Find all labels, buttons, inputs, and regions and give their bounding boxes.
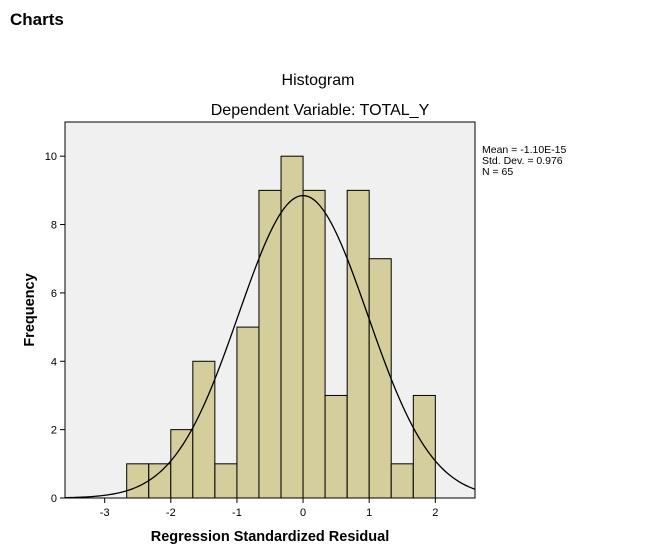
- histogram-bar-5: [236, 326, 260, 499]
- chart-title: Histogram: [282, 72, 355, 89]
- histogram-bar-3: [192, 360, 216, 499]
- histogram-bar-1: [148, 463, 172, 499]
- stats-std-dev: Std. Dev. = 0.976: [482, 155, 563, 167]
- stats-n: N = 65: [482, 166, 513, 178]
- x-tick-label: -1: [232, 507, 242, 519]
- histogram-bar-10: [346, 189, 370, 499]
- histogram-bar-4: [214, 463, 238, 499]
- bars-layer: [126, 155, 436, 499]
- histogram-bar-6: [258, 189, 282, 499]
- x-tick-label: 0: [300, 507, 306, 519]
- x-tick-label: 1: [366, 507, 372, 519]
- histogram-bar-11: [368, 258, 392, 499]
- stats-mean: Mean = -1.10E-15: [482, 144, 567, 156]
- chart-subtitle: Dependent Variable: TOTAL_Y: [211, 102, 430, 119]
- y-tick-label: 6: [51, 288, 57, 300]
- y-tick-label: 2: [51, 425, 57, 437]
- y-tick-label: 10: [45, 151, 57, 163]
- histogram-bar-0: [126, 463, 150, 499]
- x-tick-label: 2: [432, 507, 438, 519]
- y-tick-label: 8: [51, 220, 57, 232]
- y-tick-label: 0: [51, 493, 57, 505]
- histogram-bar-8: [302, 189, 326, 499]
- normal-curve: [64, 194, 476, 499]
- histogram-bar-2: [170, 429, 194, 499]
- y-tick-label: 4: [51, 356, 57, 368]
- section-heading: Charts: [10, 10, 64, 29]
- y-axis-title: Frequency: [22, 273, 38, 346]
- histogram-bar-9: [324, 394, 348, 499]
- ticks-layer: -3 -2 -1 0 1 2 0 2 4 6 8 10: [45, 151, 439, 519]
- histogram-bar-12: [390, 463, 414, 499]
- x-tick-label: -2: [166, 507, 176, 519]
- x-tick-label: -3: [100, 507, 110, 519]
- x-axis-title: Regression Standardized Residual: [151, 529, 390, 545]
